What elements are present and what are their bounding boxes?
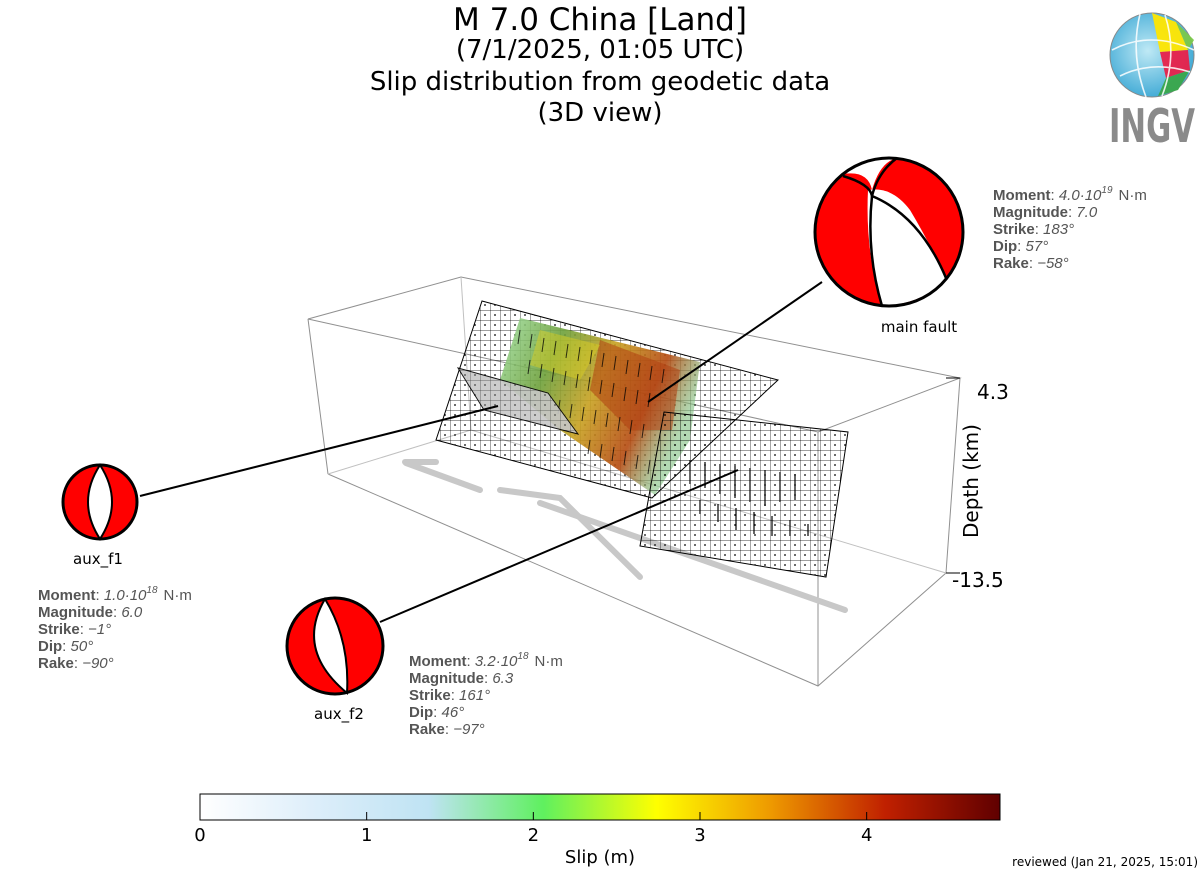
logo-text: INGV [1109, 99, 1195, 153]
figure-title: M 7.0 China [Land] (7/1/2025, 01:05 UTC)… [370, 2, 830, 128]
svg-text:Magnitude: 7.0: Magnitude: 7.0 [993, 204, 1098, 221]
colorbar-label: Slip (m) [565, 847, 635, 868]
title-line-3: Slip distribution from geodetic data [370, 67, 830, 97]
svg-text:Dip: 46°: Dip: 46° [409, 704, 464, 721]
aux-f2-connector [379, 469, 739, 623]
depth-tick-top: 4.3 [977, 380, 1009, 404]
title-line-1: M 7.0 China [Land] [453, 2, 747, 38]
svg-text:Strike: 161°: Strike: 161° [409, 687, 490, 704]
svg-text:Dip: 50°: Dip: 50° [38, 638, 93, 655]
colorbar-tick-label: 2 [528, 825, 539, 846]
svg-text:Rake: −58°: Rake: −58° [993, 255, 1069, 272]
aux-f1-connector [139, 405, 499, 497]
svg-text:Magnitude: 6.3: Magnitude: 6.3 [409, 670, 514, 687]
svg-text:Strike: −1°: Strike: −1° [38, 621, 111, 638]
depth-axis-label: Depth (km) [959, 424, 983, 538]
info-aux-f2: Moment: 3.2·1018 N·m Magnitude: 6.3 Strik… [409, 651, 563, 738]
info-main: Moment: 4.0·1019 N·m Magnitude: 7.0 Strik… [993, 185, 1147, 272]
colorbar-gradient [199, 793, 1001, 821]
depth-axis: 4.3 -13.5 Depth (km) [946, 377, 1009, 592]
main-white-center [867, 189, 946, 306]
colorbar-tick-label: 0 [194, 825, 205, 846]
colorbar-tick-label: 1 [361, 825, 372, 846]
colorbar-ticks: 0 1 2 3 4 [194, 812, 872, 846]
aux-f2-vectors [689, 460, 809, 536]
title-line-2: (7/1/2025, 01:05 UTC) [456, 35, 744, 65]
svg-text:Rake: −90°: Rake: −90° [38, 655, 114, 672]
info-aux-f1: Moment: 1.0·1018 N·m Magnitude: 6.0 Strik… [38, 585, 192, 672]
beachball-main: main fault [813, 156, 965, 336]
beachball-aux-f1: aux_f1 [61, 463, 139, 569]
aux-f2-name: aux_f2 [314, 705, 364, 724]
main-fault-name: main fault [881, 318, 957, 336]
main-connector [647, 281, 823, 403]
svg-text:Strike: 183°: Strike: 183° [993, 221, 1074, 238]
colorbar-tick-label: 4 [861, 825, 872, 846]
svg-text:Rake: −97°: Rake: −97° [409, 721, 485, 738]
colorbar-tick-label: 3 [694, 825, 705, 846]
svg-text:Magnitude: 6.0: Magnitude: 6.0 [38, 604, 143, 621]
beachball-aux-f2: aux_f2 [285, 596, 385, 724]
colorbar: 0 1 2 3 4 Slip (m) [194, 793, 1001, 868]
svg-text:Dip: 57°: Dip: 57° [993, 238, 1048, 255]
title-line-4: (3D view) [538, 98, 663, 128]
aux-f1-name: aux_f1 [73, 550, 123, 569]
connector-lines [139, 281, 823, 623]
depth-tick-bottom: -13.5 [952, 568, 1004, 592]
aux-f2-mesh [639, 411, 849, 578]
ingv-logo: INGV [1109, 12, 1195, 153]
fault-surface-traces [402, 459, 848, 613]
reviewed-note: reviewed (Jan 21, 2025, 15:01) [1012, 855, 1198, 869]
slip-vectors [517, 329, 665, 475]
